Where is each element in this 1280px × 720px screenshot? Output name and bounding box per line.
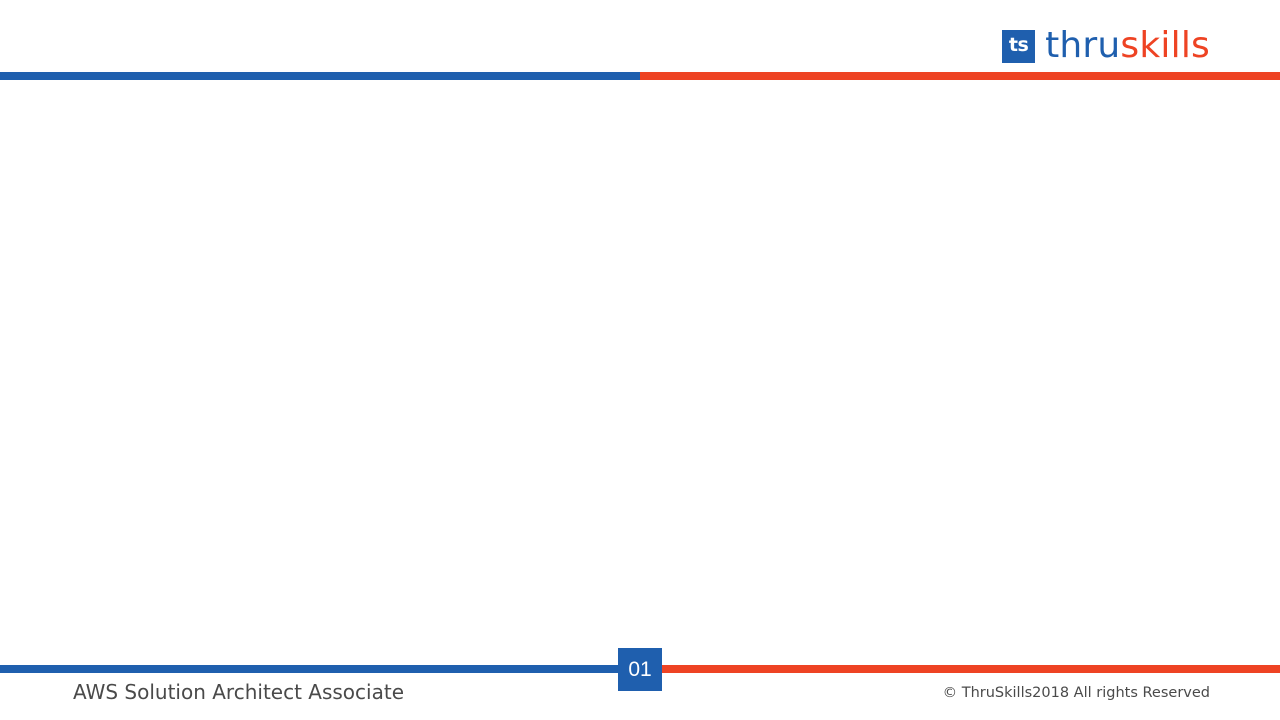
- ts-logo-icon: ts: [1002, 29, 1036, 63]
- logo-wordmark: thru skills: [1045, 28, 1210, 64]
- copyright-notice: © ThruSkills2018 All rights Reserved: [942, 685, 1210, 701]
- footer-bar-blue: [0, 665, 618, 673]
- logo-word-skills: skills: [1120, 25, 1210, 66]
- footer-bar-orange: [662, 665, 1280, 673]
- thruskills-logo: ts thru skills: [1002, 28, 1210, 64]
- course-title: AWS Solution Architect Associate: [73, 680, 404, 704]
- header-bar-blue: [0, 72, 640, 80]
- header-bar-orange: [640, 72, 1280, 80]
- logo-word-thru: thru: [1045, 25, 1121, 66]
- page-number-badge: 01: [618, 648, 662, 691]
